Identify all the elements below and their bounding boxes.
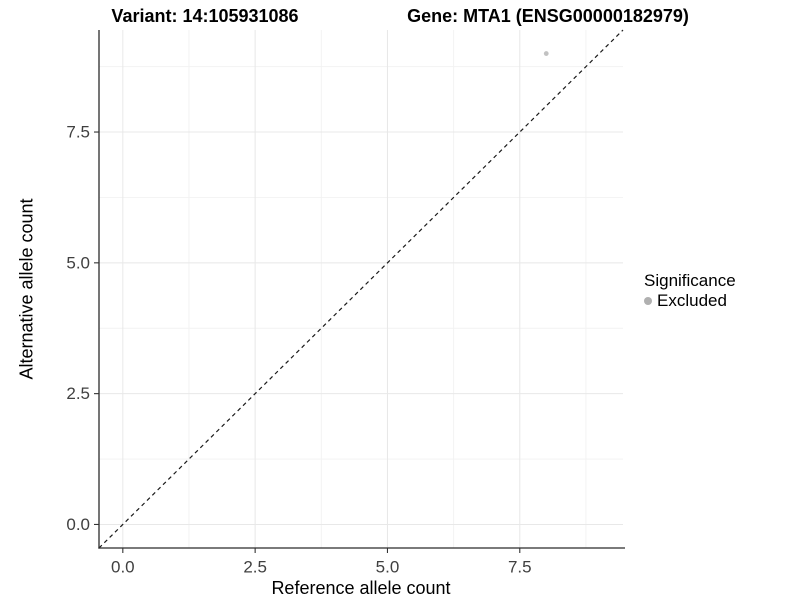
y-tick-label: 7.5 xyxy=(66,123,90,142)
excluded-point-icon xyxy=(644,297,652,305)
x-tick-label: 7.5 xyxy=(508,558,532,577)
x-tick-label: 0.0 xyxy=(111,558,135,577)
y-axis-title: Alternative allele count xyxy=(16,198,37,380)
legend-title: Significance xyxy=(644,271,736,290)
gene-title: Gene: MTA1 (ENSG00000182979) xyxy=(407,6,689,26)
variant-title: Variant: 14:105931086 xyxy=(111,6,299,26)
y-tick-label: 0.0 xyxy=(66,515,90,534)
x-axis-title: Reference allele count xyxy=(271,578,451,598)
y-tick-label: 5.0 xyxy=(66,253,90,272)
x-tick-label: 5.0 xyxy=(376,558,400,577)
data-point-excluded xyxy=(543,51,549,56)
x-tick-label: 2.5 xyxy=(243,558,267,577)
legend-item-label: Excluded xyxy=(657,291,727,310)
legend: Significance Excluded xyxy=(644,271,736,311)
identity-dashed-line xyxy=(98,29,624,549)
y-tick-label: 2.5 xyxy=(66,384,90,403)
legend-item-excluded: Excluded xyxy=(644,291,736,311)
